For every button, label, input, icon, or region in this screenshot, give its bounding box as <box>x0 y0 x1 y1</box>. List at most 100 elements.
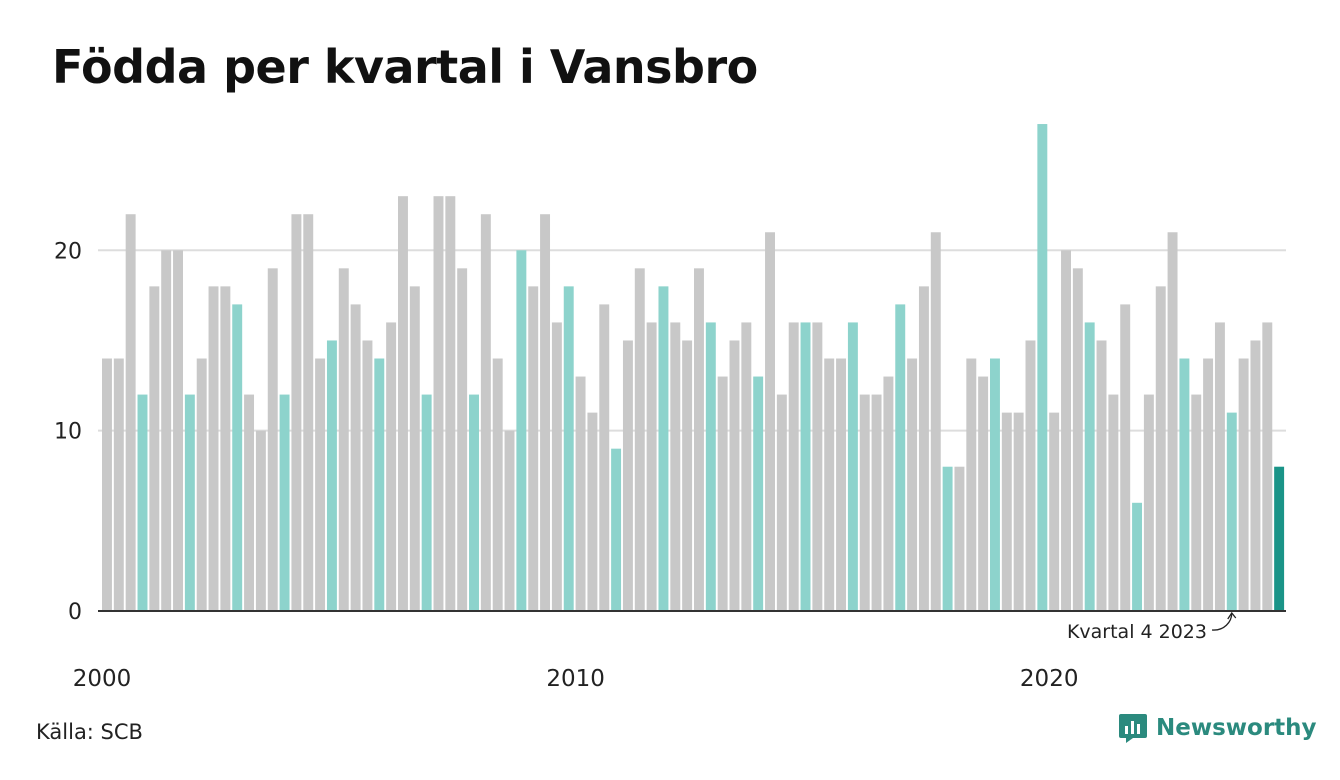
bar <box>753 376 764 611</box>
bar <box>729 340 740 611</box>
bar <box>1238 358 1249 611</box>
bar <box>326 340 337 611</box>
bar <box>658 286 669 611</box>
bar <box>409 286 420 611</box>
bar <box>149 286 160 611</box>
y-tick-label: 10 <box>54 420 82 445</box>
bar <box>480 214 491 611</box>
bar <box>1203 358 1214 611</box>
bar <box>1179 358 1190 611</box>
bar <box>859 394 870 611</box>
bar <box>741 322 752 611</box>
bar <box>895 304 906 611</box>
source-label: Källa: SCB <box>36 720 143 744</box>
bar <box>1167 232 1178 611</box>
bar <box>279 394 290 611</box>
bar <box>338 268 349 611</box>
bar <box>1084 322 1095 611</box>
bar <box>173 250 183 612</box>
bar <box>208 286 219 611</box>
bar <box>516 250 527 612</box>
bar <box>788 322 799 611</box>
annotation: Kvartal 4 2023 <box>1067 611 1237 643</box>
bar <box>433 196 444 611</box>
bar <box>1037 124 1048 611</box>
bar <box>102 358 112 611</box>
bar <box>1191 394 1202 611</box>
bar <box>398 196 408 611</box>
bar <box>303 214 314 611</box>
bar <box>836 358 847 611</box>
y-tick-label: 0 <box>68 600 82 625</box>
bar <box>930 232 941 611</box>
bar <box>1096 340 1107 611</box>
bar <box>694 268 704 611</box>
bar <box>670 322 681 611</box>
bar <box>575 376 586 611</box>
bar <box>765 232 775 611</box>
bar <box>907 358 918 611</box>
bar <box>587 412 598 611</box>
bar <box>847 322 858 611</box>
bar <box>196 358 207 611</box>
bar <box>421 394 432 611</box>
bar <box>918 286 929 611</box>
bar <box>291 214 302 611</box>
bar <box>540 214 551 611</box>
bar <box>599 304 610 611</box>
bar <box>1155 286 1166 611</box>
bar <box>646 322 657 611</box>
bar <box>1143 394 1154 611</box>
bar <box>1226 412 1237 611</box>
bar <box>161 250 172 612</box>
bar <box>551 322 562 611</box>
bar <box>942 466 953 611</box>
bar <box>776 394 787 611</box>
chart-bubble-icon <box>1119 714 1147 743</box>
bar <box>800 322 811 611</box>
annotation-arrowhead <box>1227 611 1237 620</box>
bar <box>682 340 693 611</box>
bar <box>705 322 716 611</box>
bar <box>883 376 894 611</box>
bar <box>244 394 255 611</box>
bar <box>220 286 231 611</box>
bar <box>267 268 278 611</box>
bar <box>1262 322 1273 611</box>
bar <box>1049 412 1060 611</box>
x-axis-ticks: 2000 2010 2020 <box>73 666 1079 692</box>
bar <box>469 394 479 611</box>
bars <box>98 124 1286 612</box>
bar <box>1072 268 1083 611</box>
bar <box>622 340 633 611</box>
bar <box>232 304 243 611</box>
bar <box>611 448 622 611</box>
bar <box>978 376 989 611</box>
bar <box>1214 322 1225 611</box>
annotation-label: Kvartal 4 2023 <box>1067 621 1207 643</box>
bar <box>1061 250 1071 612</box>
bar <box>445 196 456 611</box>
bar <box>1274 466 1285 611</box>
bar <box>137 394 148 611</box>
bar <box>812 322 823 611</box>
bar <box>386 322 397 611</box>
bar <box>871 394 882 611</box>
bar <box>255 430 266 611</box>
bar <box>717 376 728 611</box>
bar <box>966 358 977 611</box>
bar <box>125 214 136 611</box>
bar <box>1108 394 1119 611</box>
bar <box>1001 412 1012 611</box>
bar <box>1250 340 1261 611</box>
x-tick-label: 2010 <box>546 666 605 692</box>
bar <box>954 466 965 611</box>
bar <box>362 340 373 611</box>
bar <box>184 394 195 611</box>
bar <box>457 268 468 611</box>
bar <box>492 358 503 611</box>
y-axis-ticks: 0 10 20 <box>54 239 82 625</box>
x-tick-label: 2000 <box>73 666 132 692</box>
x-tick-label: 2020 <box>1020 666 1079 692</box>
bar <box>1025 340 1036 611</box>
